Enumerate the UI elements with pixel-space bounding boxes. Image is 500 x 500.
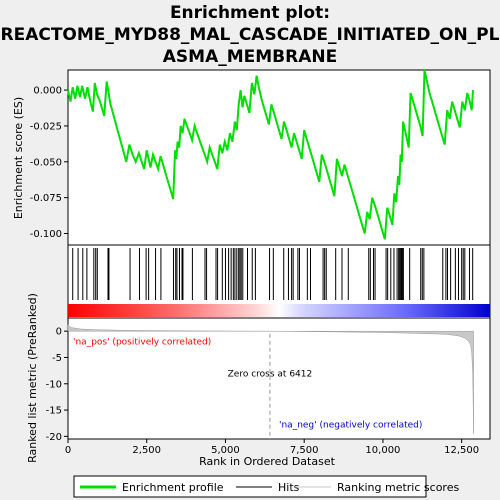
enrichment-profile-line bbox=[67, 69, 474, 240]
x-axis: 0 2,500 5,000 7,500 10,000 12,500 bbox=[65, 439, 479, 456]
metric-y-axis-label: Ranked list metric (PreRanked) bbox=[26, 293, 39, 463]
x-axis-label: Rank in Ordered Dataset bbox=[199, 455, 336, 468]
negative-correlation-label: 'na_neg' (negatively correlated) bbox=[279, 420, 422, 430]
x-tick-label: 10,000 bbox=[365, 445, 400, 456]
hit-marks bbox=[72, 248, 474, 300]
metric-panel bbox=[67, 317, 491, 440]
es-y-tick-label: -0.025 bbox=[30, 121, 62, 132]
x-tick-label: 0 bbox=[65, 445, 71, 456]
x-tick-label: 2,500 bbox=[132, 445, 161, 456]
ranking-metric-area bbox=[67, 324, 474, 434]
es-y-tick-label: -0.075 bbox=[30, 193, 62, 204]
x-tick-label: 5,000 bbox=[211, 445, 240, 456]
legend-item-hits: Hits bbox=[278, 481, 300, 494]
es-y-tick-label: -0.050 bbox=[30, 157, 62, 168]
metric-y-axis: 0 -5 -10 -15 -20 bbox=[46, 327, 68, 443]
metric-y-tick-label: -15 bbox=[46, 406, 62, 417]
es-panel bbox=[67, 69, 491, 246]
legend-item-metric: Ranking metric scores bbox=[337, 481, 459, 494]
es-y-tick-label: -0.100 bbox=[30, 229, 62, 240]
chart-title-line1: Enrichment plot: bbox=[170, 3, 330, 23]
metric-y-tick-label: -5 bbox=[52, 353, 62, 364]
legend-item-enrichment: Enrichment profile bbox=[122, 481, 224, 494]
es-y-axis-label: Enrichment score (ES) bbox=[12, 97, 25, 219]
chart-title-line2: REACTOME_MYD88_MAL_CASCADE_INITIATED_ON_… bbox=[1, 25, 500, 45]
x-tick-label: 12,500 bbox=[444, 445, 479, 456]
metric-y-tick-label: -10 bbox=[46, 379, 62, 390]
es-y-tick-label: 0.000 bbox=[33, 86, 62, 97]
zero-cross-label: Zero cross at 6412 bbox=[228, 369, 313, 379]
positive-correlation-label: 'na_pos' (positively correlated) bbox=[73, 337, 211, 347]
es-y-axis: 0.000 -0.025 -0.050 -0.075 -0.100 bbox=[30, 86, 68, 240]
x-tick-label: 7,500 bbox=[290, 445, 319, 456]
metric-y-tick-label: 0 bbox=[56, 327, 62, 338]
metric-y-tick-label: -20 bbox=[46, 432, 62, 443]
chart-title-line3: ASMA_MEMBRANE bbox=[163, 47, 337, 67]
ranking-color-bar bbox=[68, 304, 490, 317]
